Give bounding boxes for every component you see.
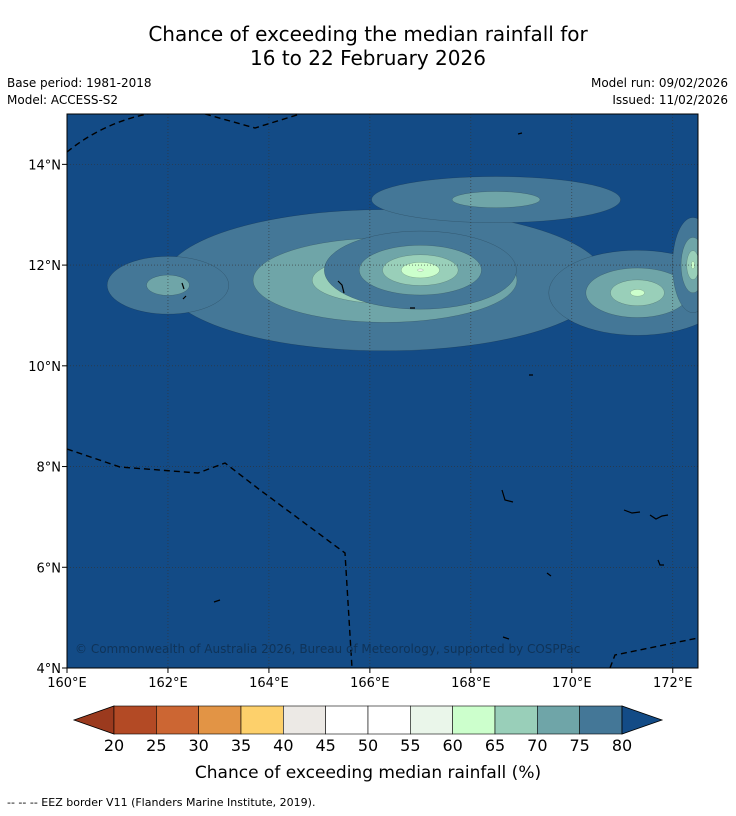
- contour-band-4-75: [451, 191, 541, 209]
- colorbar-bin-60-65: [452, 705, 496, 735]
- y-tick-label-8: 8°N: [37, 461, 62, 476]
- colorbar-bin-75-80: [579, 705, 623, 735]
- y-tick-label-10: 10°N: [28, 360, 61, 375]
- x-tick-label-168: 168°E: [451, 676, 491, 691]
- colorbar-tick-40: 40: [273, 736, 293, 755]
- colorbar-tick-25: 25: [146, 736, 166, 755]
- metadata-right: Model run: 09/02/2026 Issued: 11/02/2026: [591, 75, 728, 109]
- colorbar-tick-70: 70: [527, 736, 547, 755]
- colorbar-tick-45: 45: [315, 736, 335, 755]
- eez-footnote: -- -- -- EEZ border V11 (Flanders Marine…: [7, 796, 316, 809]
- plot-frame: [66, 113, 699, 669]
- colorbar-bin-20-25: [113, 705, 157, 735]
- metadata-left: Base period: 1981-2018 Model: ACCESS-S2: [7, 75, 152, 109]
- colorbar-tick-75: 75: [569, 736, 589, 755]
- eez-border: [67, 114, 698, 668]
- x-tick-label-162: 162°E: [148, 676, 188, 691]
- copyright-notice: © Commonwealth of Australia 2026, Bureau…: [75, 642, 580, 656]
- x-tick-label-170: 170°E: [552, 676, 592, 691]
- x-tick-label-172: 172°E: [653, 676, 693, 691]
- islands: [181, 132, 669, 640]
- title-line-2: 16 to 22 February 2026: [250, 46, 486, 70]
- colorbar-tick-30: 30: [188, 736, 208, 755]
- colorbar-bin-40-45: [283, 705, 326, 735]
- colorbar-bin-25-30: [156, 705, 199, 735]
- colorbar-tick-55: 55: [400, 736, 420, 755]
- colorbar-bin-30-35: [198, 705, 242, 735]
- issued-date: Issued: 11/02/2026: [612, 93, 728, 107]
- x-tick-label-164: 164°E: [249, 676, 289, 691]
- colorbar-bin-45-50: [325, 705, 369, 735]
- colorbar-bin-65-70: [494, 705, 538, 735]
- base-period: Base period: 1981-2018: [7, 76, 152, 90]
- colorbar-tick-80: 80: [612, 736, 632, 755]
- colorbar-label: Chance of exceeding median rainfall (%): [195, 763, 541, 783]
- colorbar-tick-65: 65: [485, 736, 505, 755]
- model-name: Model: ACCESS-S2: [7, 93, 119, 107]
- colorbar-bin-35-40: [240, 705, 284, 735]
- y-tick-label-6: 6°N: [37, 561, 62, 576]
- colorbar-tick-60: 60: [442, 736, 462, 755]
- colorbar-bin-50-55: [367, 705, 411, 735]
- y-tick-label-14: 14°N: [28, 158, 61, 173]
- colorbar-tick-20: 20: [104, 736, 124, 755]
- chart-title: Chance of exceeding the median rainfall …: [0, 22, 736, 70]
- x-tick-label-160: 160°E: [47, 676, 87, 691]
- colorbar-tick-50: 50: [358, 736, 378, 755]
- colorbar-high-extend: [621, 705, 664, 735]
- y-tick-label-12: 12°N: [28, 259, 61, 274]
- colorbar-tick-35: 35: [231, 736, 251, 755]
- colorbar-bin-70-75: [537, 705, 580, 735]
- colorbar-bin-55-60: [410, 705, 453, 735]
- title-line-1: Chance of exceeding the median rainfall …: [148, 22, 588, 46]
- x-tick-label-166: 166°E: [350, 676, 390, 691]
- y-tick-label-4: 4°N: [37, 662, 62, 677]
- model-run: Model run: 09/02/2026: [590, 76, 728, 90]
- contour-band-1-60: [417, 268, 424, 272]
- contour-band-2-65: [630, 289, 645, 297]
- colorbar-low-extend: [72, 705, 115, 735]
